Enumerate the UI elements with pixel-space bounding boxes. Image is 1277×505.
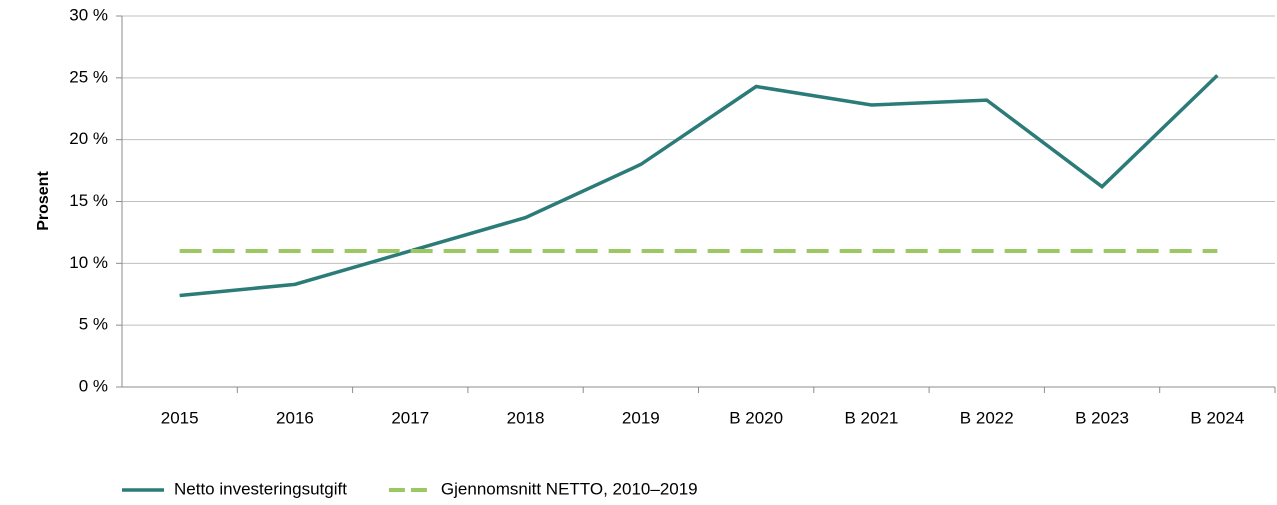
x-tick-label: 2018 bbox=[507, 408, 545, 427]
y-axis-label: Prosent bbox=[35, 171, 52, 231]
x-tick-label: 2019 bbox=[622, 408, 660, 427]
legend-label: Netto investeringsutgift bbox=[174, 479, 347, 498]
x-tick-label: B 2023 bbox=[1075, 408, 1129, 427]
x-tick-label: 2016 bbox=[276, 408, 314, 427]
y-tick-label: 15 % bbox=[69, 191, 108, 210]
y-tick-label: 10 % bbox=[69, 253, 108, 272]
x-tick-label: B 2021 bbox=[845, 408, 899, 427]
line-series bbox=[179, 74, 1219, 298]
y-tick-label: 5 % bbox=[79, 315, 108, 334]
x-tick-label: 2015 bbox=[161, 408, 199, 427]
y-tick-label: 30 % bbox=[69, 5, 108, 24]
y-tick-label: 20 % bbox=[69, 129, 108, 148]
x-tick-label: B 2024 bbox=[1190, 408, 1244, 427]
x-tick-label: B 2020 bbox=[729, 408, 783, 427]
y-tick-label: 0 % bbox=[79, 376, 108, 395]
y-tick-label: 25 % bbox=[69, 67, 108, 86]
x-tick-label: 2017 bbox=[391, 408, 429, 427]
legend-label: Gjennomsnitt NETTO, 2010–2019 bbox=[441, 479, 698, 498]
x-tick-label: B 2022 bbox=[960, 408, 1014, 427]
